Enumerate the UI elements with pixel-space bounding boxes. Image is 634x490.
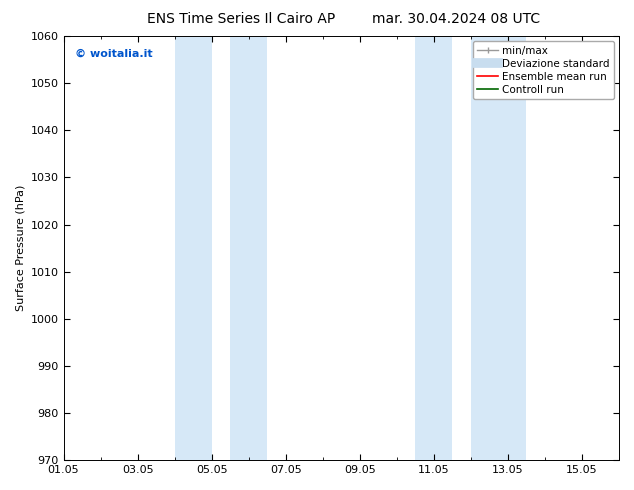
Text: mar. 30.04.2024 08 UTC: mar. 30.04.2024 08 UTC bbox=[372, 12, 541, 26]
Bar bbox=[471, 36, 526, 460]
Legend: min/max, Deviazione standard, Ensemble mean run, Controll run: min/max, Deviazione standard, Ensemble m… bbox=[473, 41, 614, 99]
Text: © woitalia.it: © woitalia.it bbox=[75, 49, 152, 59]
Bar bbox=[415, 36, 453, 460]
Y-axis label: Surface Pressure (hPa): Surface Pressure (hPa) bbox=[15, 185, 25, 311]
Text: ENS Time Series Il Cairo AP: ENS Time Series Il Cairo AP bbox=[147, 12, 335, 26]
Bar bbox=[174, 36, 212, 460]
Bar bbox=[230, 36, 267, 460]
